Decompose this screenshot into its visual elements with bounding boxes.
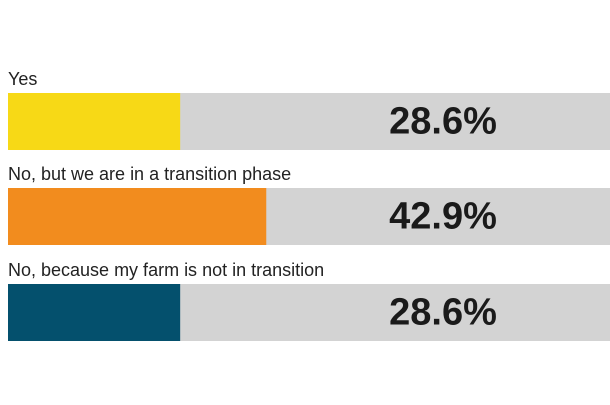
value-label: 42.9% [389,196,497,238]
value-label: 28.6% [389,292,497,334]
bar [8,284,181,341]
category-label: No, but we are in a transition phase [8,164,291,184]
category-label: No, because my farm is not in transition [8,260,324,280]
bar [8,188,267,245]
bar [8,93,181,150]
category-label: Yes [8,69,37,89]
value-label: 28.6% [389,101,497,143]
